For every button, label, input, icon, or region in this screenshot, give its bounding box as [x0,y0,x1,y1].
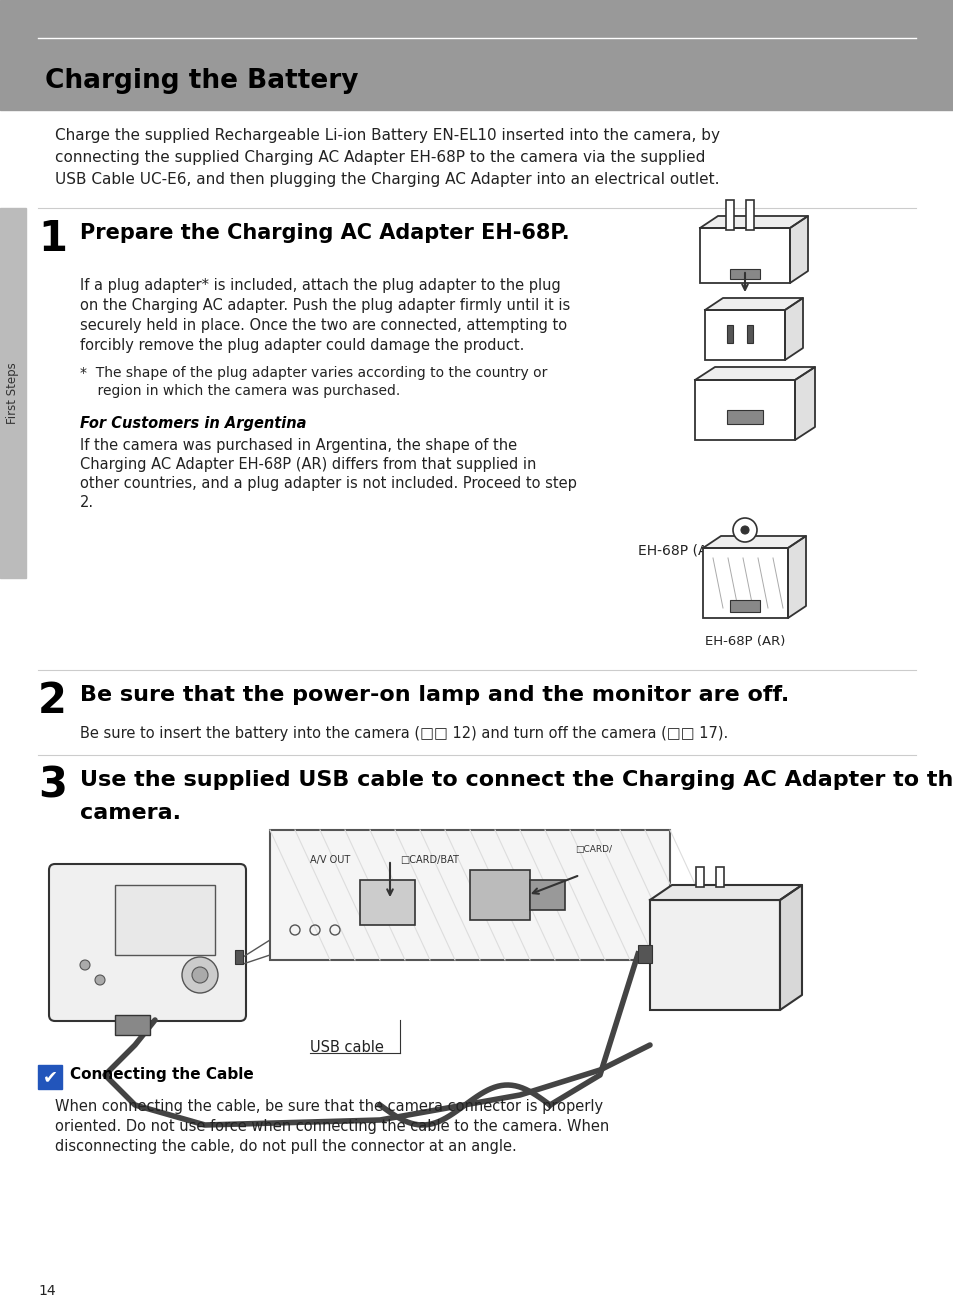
Text: 1: 1 [38,218,67,260]
Text: Be sure that the power-on lamp and the monitor are off.: Be sure that the power-on lamp and the m… [80,685,788,706]
Circle shape [732,518,757,541]
Polygon shape [695,367,814,380]
Text: 3: 3 [38,765,67,807]
Bar [530,880,564,911]
Bar [38,1066,62,1089]
Text: 14: 14 [38,1284,55,1298]
Bar [716,867,723,887]
Bar [726,325,732,343]
Bar [359,880,415,925]
Text: If the camera was purchased in Argentina, the shape of the: If the camera was purchased in Argentina… [80,438,517,453]
Text: When connecting the cable, be sure that the camera connector is properly: When connecting the cable, be sure that … [55,1099,602,1114]
Polygon shape [787,536,805,618]
Bar [696,867,703,887]
Text: Charge the supplied Rechargeable Li-ion Battery EN-EL10 inserted into the camera: Charge the supplied Rechargeable Li-ion … [55,127,720,143]
Polygon shape [649,886,801,900]
Bar [649,900,780,1010]
Text: Charging the Battery: Charging the Battery [45,68,358,95]
Circle shape [740,526,748,533]
Polygon shape [704,298,802,310]
Bar [704,310,784,360]
Text: EH-68P (AR): EH-68P (AR) [704,635,784,648]
Circle shape [192,967,208,983]
Bar [115,1014,150,1035]
Text: other countries, and a plug adapter is not included. Proceed to step: other countries, and a plug adapter is n… [80,476,577,491]
Bar [470,870,530,920]
Text: *  The shape of the plug adapter varies according to the country or: * The shape of the plug adapter varies a… [80,367,547,380]
Text: Connecting the Cable: Connecting the Cable [70,1067,253,1081]
Circle shape [80,961,90,970]
Bar [700,229,789,283]
Text: securely held in place. Once the two are connected, attempting to: securely held in place. Once the two are… [80,318,566,332]
Bar [695,380,794,440]
Circle shape [95,975,105,986]
Bar [115,886,214,955]
Text: □CARD/: □CARD/ [575,845,612,854]
Text: oriented. Do not use force when connecting the cable to the camera. When: oriented. Do not use force when connecti… [55,1120,609,1134]
Text: Prepare the Charging AC Adapter EH-68P.: Prepare the Charging AC Adapter EH-68P. [80,223,569,243]
Text: forcibly remove the plug adapter could damage the product.: forcibly remove the plug adapter could d… [80,338,524,353]
Text: USB cable: USB cable [310,1039,383,1055]
Text: If a plug adapter* is included, attach the plug adapter to the plug: If a plug adapter* is included, attach t… [80,279,560,293]
Polygon shape [780,886,801,1010]
Bar [0,0,953,110]
Text: Use the supplied USB cable to connect the Charging AC Adapter to the: Use the supplied USB cable to connect th… [80,770,953,790]
Polygon shape [784,298,802,360]
FancyBboxPatch shape [49,865,246,1021]
Bar [726,410,762,424]
Text: Be sure to insert the battery into the camera (□□ 12) and turn off the camera (□: Be sure to insert the battery into the c… [80,727,727,741]
Polygon shape [702,536,805,548]
Bar [746,325,752,343]
Text: USB Cable UC-E6, and then plugging the Charging AC Adapter into an electrical ou: USB Cable UC-E6, and then plugging the C… [55,172,719,187]
Polygon shape [700,215,807,229]
Bar [702,548,787,618]
Text: EH-68P (AR): EH-68P (AR) [638,544,721,558]
Polygon shape [794,367,814,440]
Circle shape [182,957,218,993]
Text: 2.: 2. [80,495,94,510]
Text: A/V OUT: A/V OUT [310,855,350,865]
Text: □CARD/BAT: □CARD/BAT [399,855,458,865]
Bar [234,950,243,964]
Text: First Steps: First Steps [7,363,19,424]
Bar [270,830,669,961]
Bar [729,600,760,612]
Text: Charging AC Adapter EH-68P (AR) differs from that supplied in: Charging AC Adapter EH-68P (AR) differs … [80,457,536,472]
Bar [725,200,733,230]
Text: region in which the camera was purchased.: region in which the camera was purchased… [80,384,400,398]
Bar [638,945,651,963]
Text: For Customers in Argentina: For Customers in Argentina [80,417,306,431]
Text: connecting the supplied Charging AC Adapter EH-68P to the camera via the supplie: connecting the supplied Charging AC Adap… [55,150,704,166]
Bar [729,269,760,279]
Text: ✔: ✔ [42,1068,57,1085]
Bar [0,208,26,578]
Text: on the Charging AC adapter. Push the plug adapter firmly until it is: on the Charging AC adapter. Push the plu… [80,298,570,313]
Text: 2: 2 [38,681,67,721]
Bar [745,200,753,230]
Text: camera.: camera. [80,803,181,823]
Text: disconnecting the cable, do not pull the connector at an angle.: disconnecting the cable, do not pull the… [55,1139,517,1154]
Polygon shape [789,215,807,283]
